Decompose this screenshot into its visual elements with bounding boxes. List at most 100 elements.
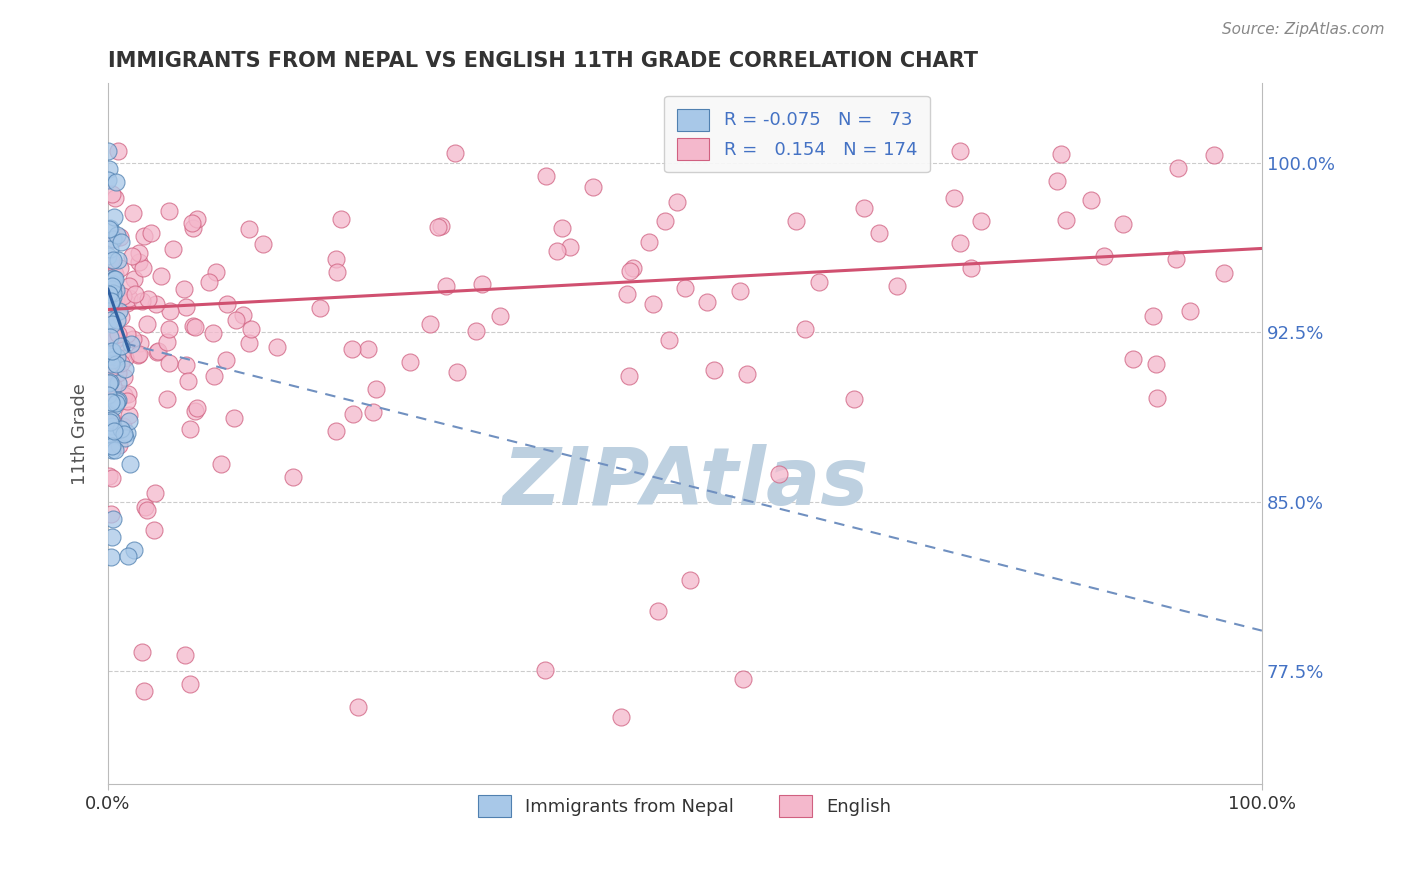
Point [134,500,156,515]
Point [139,227,162,241]
Point [735,367,758,381]
Point [97,349,120,363]
Point [347,699,370,714]
Point [117,549,139,564]
Point [143,486,166,500]
Point [638,235,661,249]
Point [489,309,512,323]
Point [101,303,124,318]
Point [156,335,179,350]
Point [1142,309,1164,323]
Point [112,427,135,442]
Point [103,232,125,246]
Point [186,401,208,416]
Point [115,425,138,440]
Point [104,175,127,189]
Point [101,277,124,291]
Point [101,282,124,296]
Point [426,219,449,234]
Point [240,322,263,336]
Point [104,190,127,204]
Point [1144,357,1167,371]
Point [101,512,124,526]
Point [1080,194,1102,208]
Point [112,289,135,303]
Point [616,286,638,301]
Point [785,213,807,227]
Point [959,261,981,276]
Point [98,376,121,390]
Point [118,278,141,293]
Point [238,222,260,236]
Point [100,413,122,427]
Point [145,345,167,359]
Point [98,426,121,441]
Point [1166,252,1188,266]
Point [97,173,120,187]
Point [136,292,159,306]
Point [110,422,132,436]
Point [103,328,125,343]
Legend: Immigrants from Nepal, English: Immigrants from Nepal, English [471,788,898,824]
Point [1167,161,1189,176]
Point [162,242,184,256]
Point [131,293,153,308]
Point [156,392,179,407]
Point [98,388,121,402]
Point [619,263,641,277]
Point [131,644,153,658]
Point [1212,266,1234,280]
Point [266,340,288,354]
Point [128,255,150,269]
Point [647,603,669,617]
Point [101,443,124,458]
Point [117,386,139,401]
Point [98,290,121,304]
Point [97,161,120,176]
Point [115,394,138,409]
Point [145,297,167,311]
Text: ZIPAtlas: ZIPAtlas [502,444,868,522]
Point [107,252,129,267]
Point [98,415,121,429]
Point [98,468,121,483]
Point [110,346,132,360]
Point [551,221,574,235]
Point [1146,392,1168,406]
Y-axis label: 11th Grade: 11th Grade [72,383,89,485]
Point [232,308,254,322]
Point [110,356,132,370]
Point [174,648,197,662]
Point [108,230,131,244]
Point [122,206,145,220]
Point [673,281,696,295]
Point [582,180,605,194]
Point [103,290,125,304]
Point [146,344,169,359]
Point [217,297,239,311]
Point [157,356,180,370]
Point [101,253,124,268]
Point [174,359,197,373]
Point [177,374,200,388]
Point [444,146,467,161]
Point [135,317,157,331]
Point [129,336,152,351]
Point [179,422,201,436]
Point [104,271,127,285]
Point [101,343,124,358]
Point [100,283,122,297]
Point [120,336,142,351]
Point [124,287,146,301]
Point [98,330,121,344]
Point [184,403,207,417]
Point [118,291,141,305]
Point [886,278,908,293]
Point [104,283,127,297]
Point [104,443,127,458]
Point [325,265,347,279]
Point [134,228,156,243]
Point [103,271,125,285]
Point [1054,213,1077,227]
Point [173,282,195,296]
